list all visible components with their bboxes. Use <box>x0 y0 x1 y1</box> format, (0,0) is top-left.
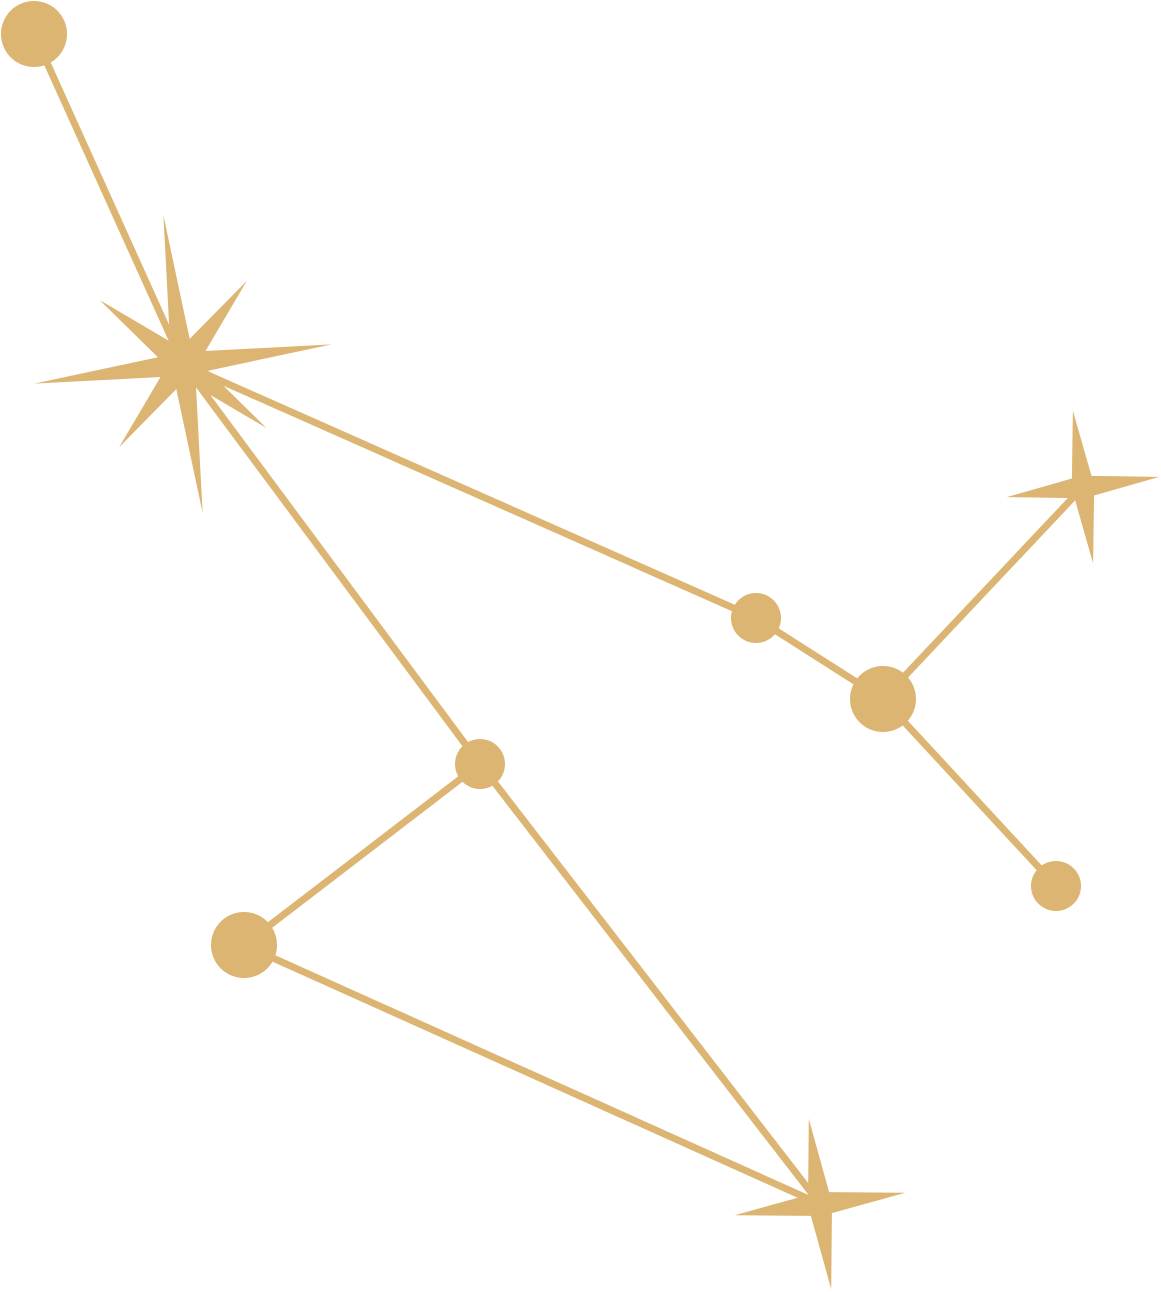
star-dot-s6 <box>1031 861 1081 911</box>
star-sparkle-s9 <box>734 1118 906 1290</box>
star-dot-s8 <box>211 912 277 978</box>
link-s7-s8 <box>240 760 484 949</box>
link-s8-s9 <box>240 941 824 1208</box>
star-dot-s1 <box>1 1 67 67</box>
star-dot-s4 <box>850 666 916 732</box>
constellation-links <box>30 30 1087 1208</box>
link-s7-s9 <box>476 760 824 1208</box>
star-dot-s3 <box>731 593 781 643</box>
star-dot-s7 <box>455 739 505 789</box>
star-burst-s2 <box>34 215 332 513</box>
link-s2-s3 <box>179 360 760 622</box>
link-s4-s6 <box>879 695 1060 890</box>
link-s2-s7 <box>179 360 484 768</box>
link-s1-s2 <box>30 30 187 368</box>
star-sparkle-s5 <box>1006 410 1160 564</box>
link-s4-s5 <box>879 483 1087 703</box>
